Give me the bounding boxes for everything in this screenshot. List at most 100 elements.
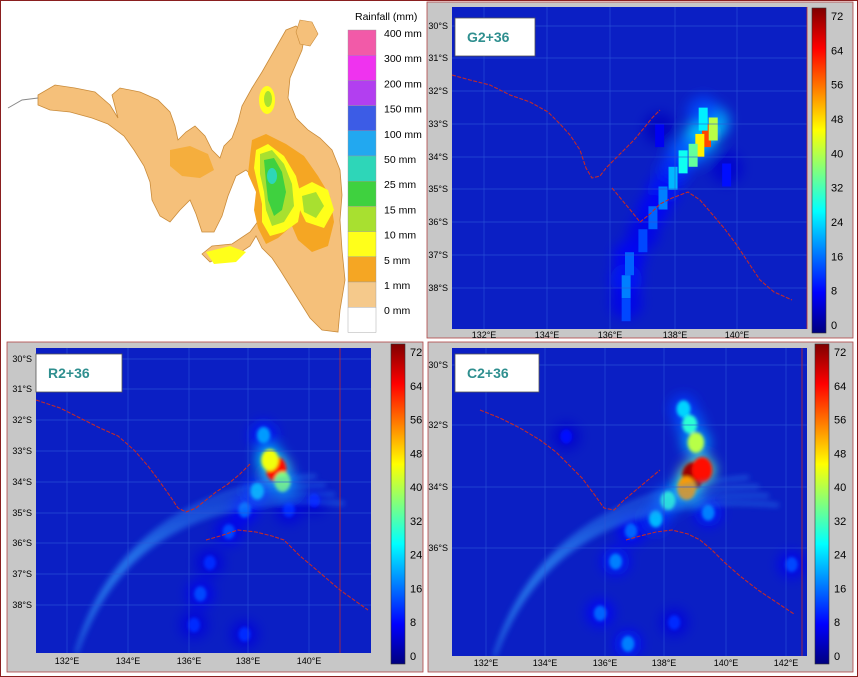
- panel-label: G2+36: [467, 29, 510, 45]
- lon-tick-label: 134°E: [533, 658, 558, 668]
- lat-tick-label: 30°S: [428, 21, 448, 31]
- lat-tick-label: 35°S: [428, 184, 448, 194]
- colorbar-tick-label: 56: [834, 415, 846, 427]
- colorbar-tick-label: 40: [834, 482, 846, 494]
- observed-legend: 400 mm 300 mm 200 mm 150 mm 100 mm 50 mm 25 mm…: [347, 28, 422, 333]
- lon-tick-label: 140°E: [725, 330, 750, 340]
- colorbar-tick-label: 48: [834, 448, 846, 460]
- rainfall-cell: [638, 229, 648, 253]
- panel-c2-36: 30°S 32°S 34°S 36°S 132°E 134°E 136°E 138°E 140°…: [427, 341, 854, 673]
- lat-tick-label: 37°S: [428, 250, 448, 260]
- panel-label: C2+36: [467, 365, 509, 381]
- colorbar-tick-label: 16: [834, 583, 846, 595]
- rainfall-cell: [560, 429, 573, 444]
- rainfall-cell: [256, 426, 271, 444]
- panel-g2-36: 30°S 31°S 32°S 33°S 34°S 35°S 36°S 37°S 38°S 132°…: [426, 1, 854, 340]
- rainfall-cell: [188, 617, 201, 633]
- lat-tick-label: 30°S: [12, 354, 32, 364]
- lat-tick-label: 31°S: [428, 53, 448, 63]
- rainfall-cell: [701, 504, 715, 521]
- legend-label: 15 mm: [384, 204, 416, 216]
- rainfall-cell: [687, 432, 705, 453]
- rainfall-cell: [698, 107, 708, 131]
- panel-label: R2+36: [48, 365, 90, 381]
- legend-swatch: [347, 55, 377, 81]
- colorbar-tick-label: 56: [410, 415, 422, 427]
- lat-tick-label: 31°S: [12, 384, 32, 394]
- rainfall-arcs: [74, 474, 345, 653]
- rainfall-cell: [194, 586, 207, 602]
- rainfall-cell: [691, 457, 713, 483]
- lat-tick-label: 33°S: [428, 119, 448, 129]
- lon-tick-label: 134°E: [116, 656, 141, 666]
- legend-label: 10 mm: [384, 230, 416, 242]
- rainfall-cell: [625, 252, 634, 276]
- rainfall-cell: [655, 124, 665, 148]
- legend-label: 25 mm: [384, 179, 416, 191]
- colorbar-tick-label: 8: [831, 286, 837, 298]
- grid: [452, 7, 807, 329]
- colorbar: [814, 343, 830, 665]
- rainfall-cell: [682, 414, 698, 434]
- panel-label-box: [454, 17, 536, 57]
- lat-tick-label: 33°S: [12, 446, 32, 456]
- rainfall-cell: [261, 449, 279, 471]
- rainfall-cell: [648, 510, 663, 528]
- legend-label: 100 mm: [384, 129, 422, 141]
- legend-label: 0 mm: [384, 305, 411, 317]
- colorbar-tick-label: 8: [834, 617, 840, 629]
- observed-rainfall-map: Rainfall (mm) 400 mm 300 mm 200 mm 150 mm 10…: [7, 11, 422, 333]
- colorbar-tick-label: 64: [834, 381, 846, 393]
- colorbar-tick-label: 32: [410, 516, 422, 528]
- panel-label-box: [35, 353, 123, 393]
- rainfall-cell: [648, 206, 658, 230]
- rainfall-cell: [668, 166, 678, 190]
- lon-tick-label: 138°E: [652, 658, 677, 668]
- colorbar-tick-label: 24: [410, 550, 422, 562]
- colorbar-tick-label: 32: [834, 516, 846, 528]
- rainfall-cell: [660, 491, 676, 510]
- colorbar-tick-label: 40: [831, 148, 843, 160]
- lat-tick-label: 36°S: [12, 538, 32, 548]
- rainfall-contours: [170, 86, 334, 264]
- colorbar-tick-label: 0: [410, 651, 416, 663]
- rainfall-cell: [621, 298, 631, 322]
- legend-label: 300 mm: [384, 53, 422, 65]
- colorbar-tick-label: 72: [831, 11, 843, 23]
- colorbar-tick-label: 0: [831, 320, 837, 332]
- legend-swatch: [347, 281, 377, 308]
- lat-tick-label: 36°S: [428, 543, 448, 553]
- legend-swatch: [347, 206, 377, 232]
- rainfall-field: [493, 394, 806, 656]
- legend-title: Rainfall (mm): [355, 11, 417, 23]
- lat-tick-label: 32°S: [428, 86, 448, 96]
- rainfall-cell: [658, 186, 668, 210]
- panel-r2-36: 30°S 31°S 32°S 33°S 34°S 35°S 36°S 37°S 38°S 132°…: [6, 341, 424, 673]
- lon-tick-label: 140°E: [297, 656, 322, 666]
- rainfall-cell: [609, 553, 623, 570]
- legend-swatch: [347, 105, 377, 131]
- colorbar-tick-label: 64: [831, 45, 843, 57]
- lat-tick-label: 38°S: [12, 600, 32, 610]
- legend-swatch: [347, 256, 377, 283]
- rainfall-cell: [593, 605, 607, 622]
- rainfall-field: [74, 421, 345, 653]
- rainfall-cell: [621, 635, 635, 652]
- rainfall-cell: [621, 275, 631, 299]
- colorbar-tick-label: 24: [834, 550, 846, 562]
- rainfall-cell: [785, 556, 798, 573]
- rainfall-cell: [308, 493, 320, 508]
- rainfall-cell: [676, 400, 691, 418]
- legend-swatch: [347, 80, 377, 106]
- lon-tick-label: 138°E: [663, 330, 688, 340]
- legend-label: 1 mm: [384, 280, 411, 292]
- rainfall-cell: [722, 163, 732, 187]
- colorbar-tick-label: 72: [834, 347, 846, 359]
- rainfall-cell: [708, 117, 718, 141]
- lat-tick-label: 32°S: [12, 415, 32, 425]
- lon-tick-label: 140°E: [714, 658, 739, 668]
- lat-tick-label: 37°S: [12, 569, 32, 579]
- colorbar: [811, 7, 827, 334]
- colorbar-tick-label: 16: [410, 583, 422, 595]
- coastline: [451, 74, 793, 301]
